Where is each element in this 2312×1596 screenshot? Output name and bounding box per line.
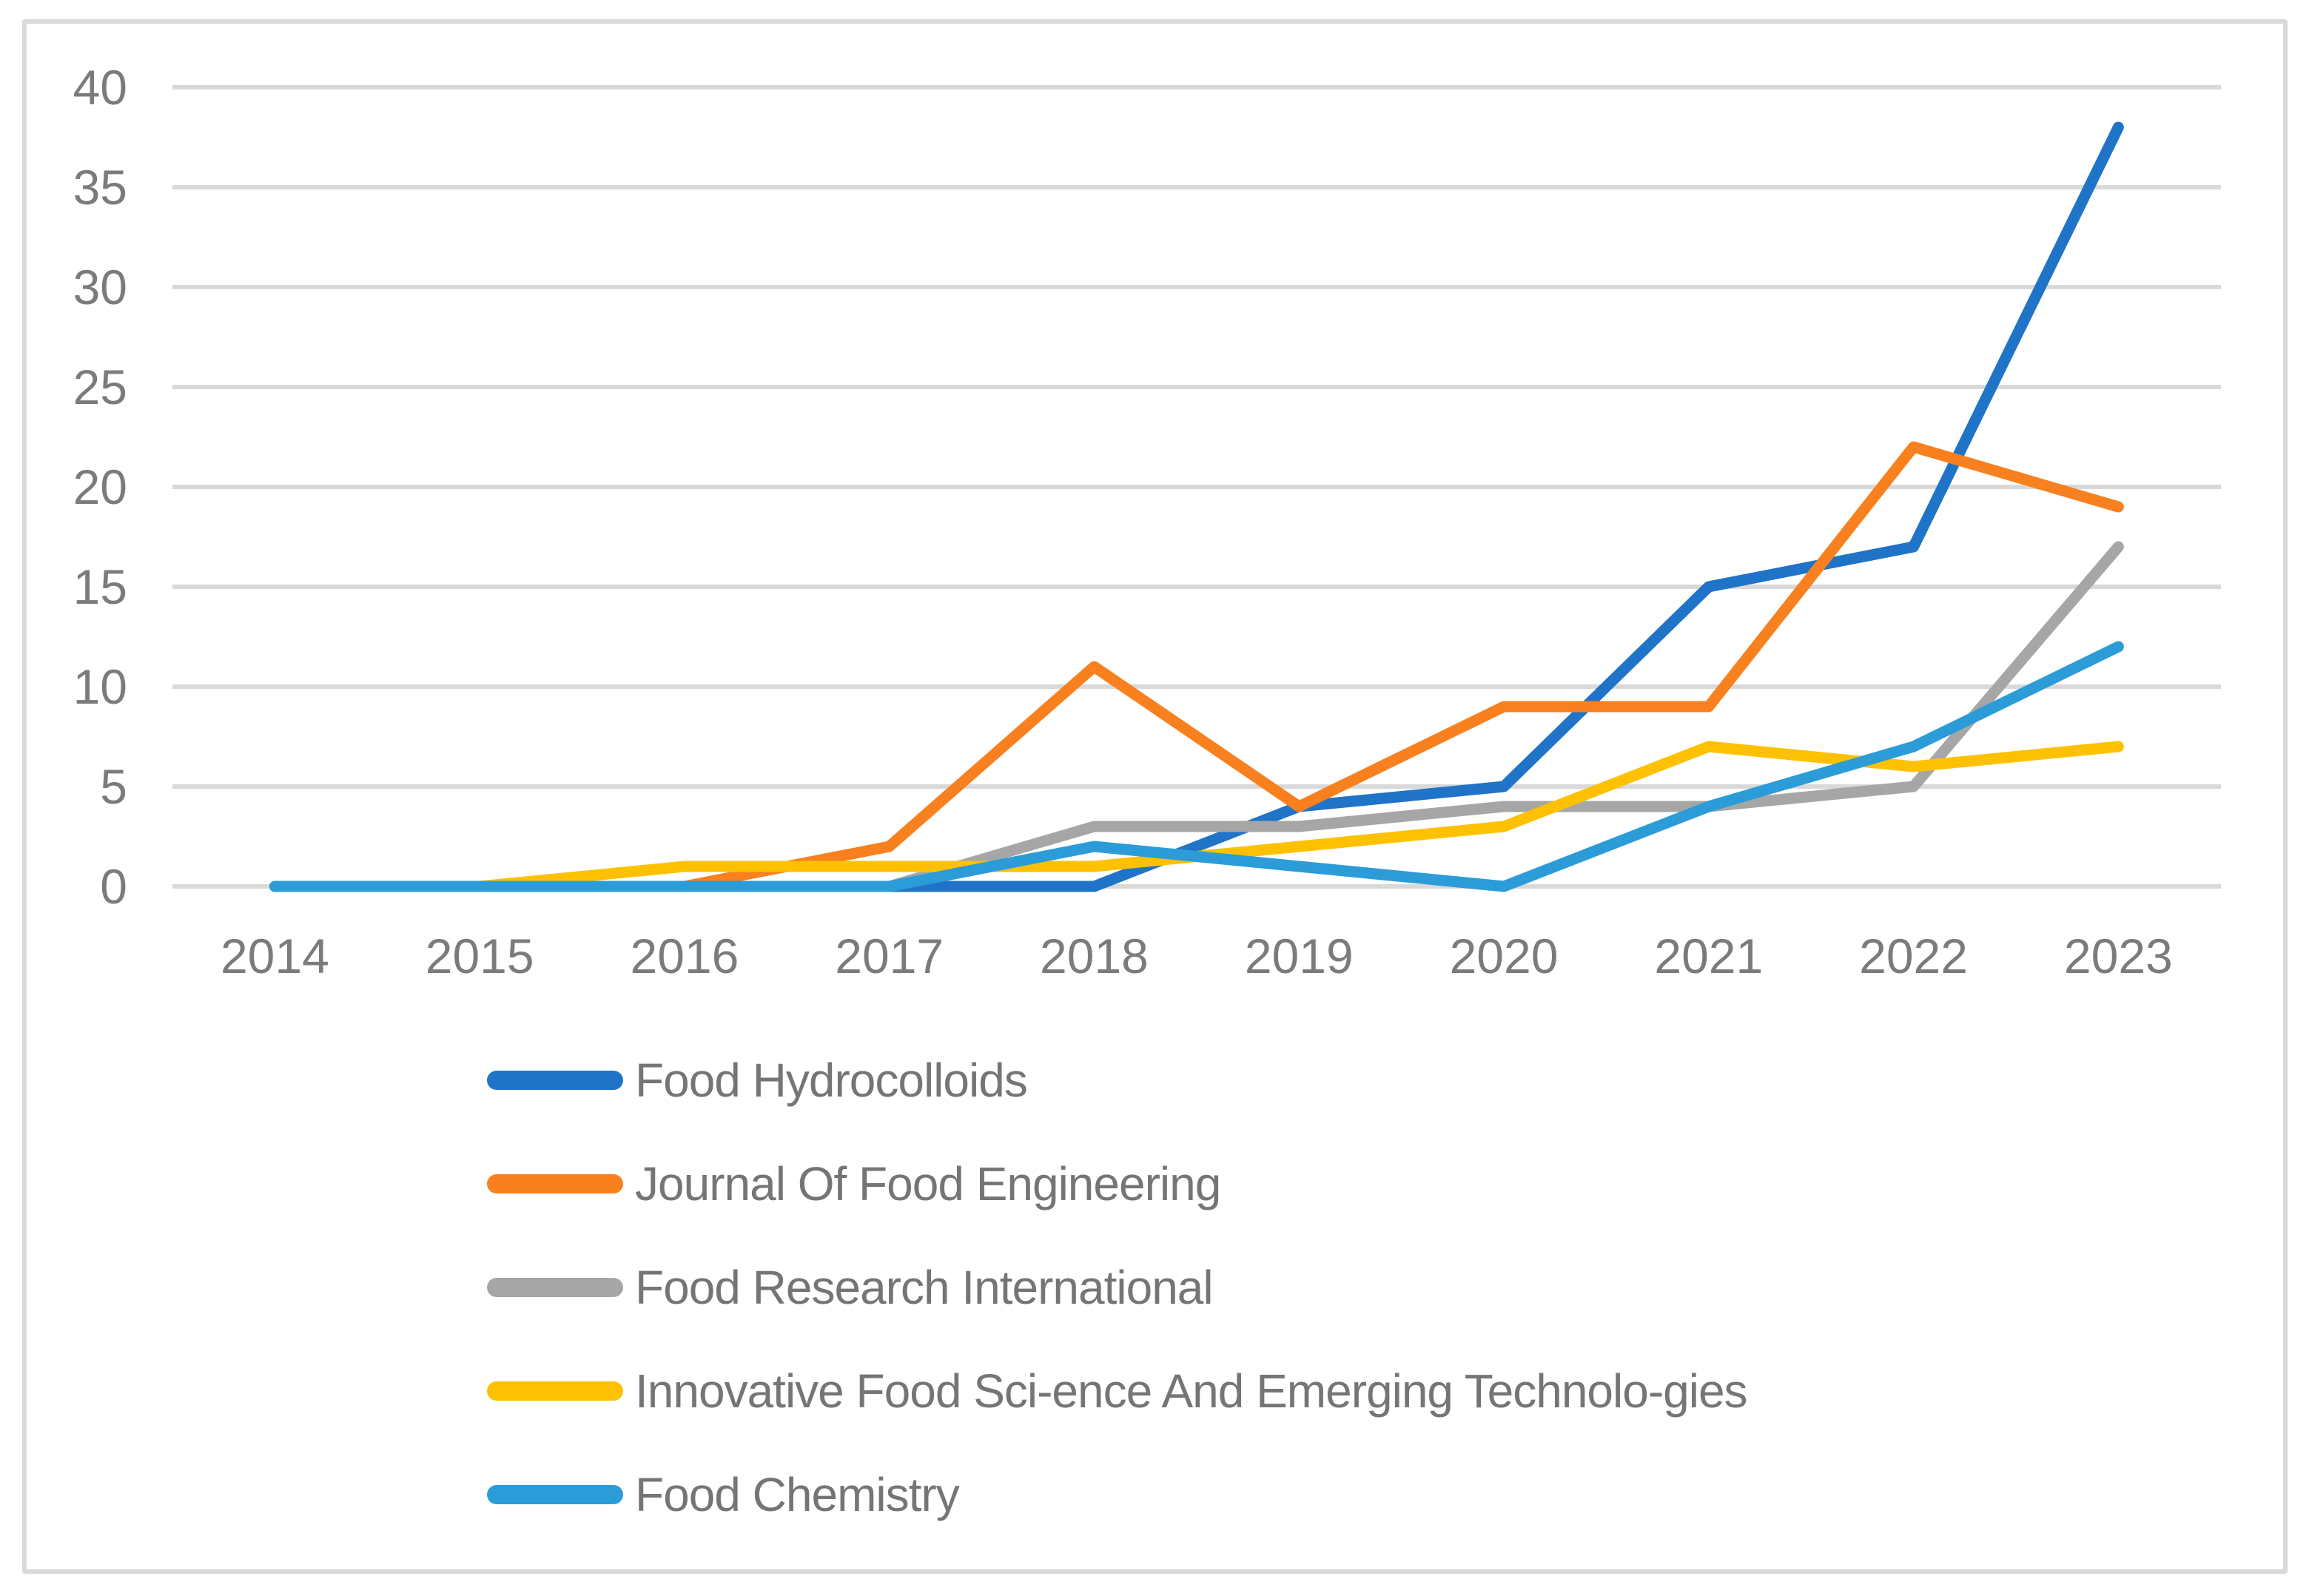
x-tick-label-2020: 2020 [1449,929,1559,983]
series-line-food-chemistry [269,641,2124,892]
y-tick-label-5: 5 [100,759,127,814]
x-tick-label-2015: 2015 [425,929,534,983]
series-line-food-research-international [269,541,2124,892]
x-tick-label-2017: 2017 [835,929,944,983]
y-tick-label-0: 0 [100,859,127,914]
x-tick-label-2016: 2016 [630,929,739,983]
chart-panel-border [22,19,2288,1574]
series-line-journal-of-food-engineering [269,441,2124,892]
y-tick-label-30: 30 [73,260,127,314]
x-tick-label-2018: 2018 [1040,929,1149,983]
y-tick-label-10: 10 [73,659,127,714]
y-tick-label-15: 15 [73,559,127,614]
y-tick-label-35: 35 [73,160,127,215]
x-tick-label-2019: 2019 [1244,929,1354,983]
x-tick-label-2022: 2022 [1859,929,1968,983]
y-tick-label-25: 25 [73,360,127,414]
y-tick-label-20: 20 [73,459,127,514]
x-tick-label-2014: 2014 [220,929,329,983]
x-tick-label-2021: 2021 [1654,929,1764,983]
y-tick-label-40: 40 [73,60,127,115]
x-tick-label-2023: 2023 [2063,929,2173,983]
